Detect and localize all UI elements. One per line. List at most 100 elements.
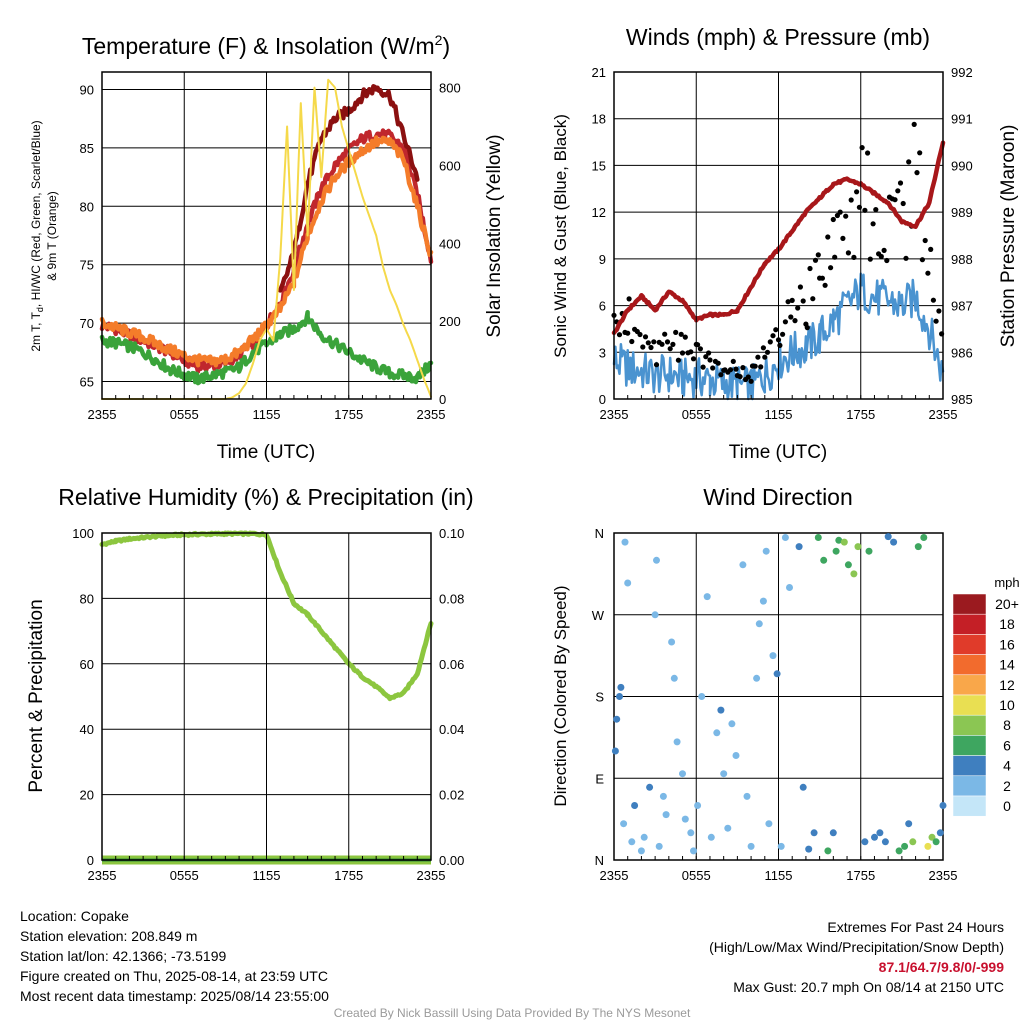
max-gust-text: Max Gust: 20.7 mph On 08/14 at 2150 UTC (733, 979, 1004, 995)
winds-gust-point (788, 314, 794, 320)
winds-gust-point (707, 357, 713, 363)
winds-gust-point (651, 339, 657, 345)
direction-point (901, 842, 909, 850)
direction-legend-swatch (952, 714, 987, 736)
direction-legend-label: 20+ (995, 596, 1019, 612)
winds-y2-tick-label: 991 (951, 112, 973, 127)
winds-gust-point (673, 329, 679, 335)
temperature-y2-tick-label: 600 (439, 158, 461, 173)
direction-point (651, 611, 659, 619)
direction-point (939, 802, 947, 809)
direction-x-tick-label: 1755 (846, 868, 875, 883)
direction-legend-label: 18 (999, 616, 1015, 632)
humidity-y-tick-label: 0 (87, 853, 94, 868)
direction-point (924, 842, 932, 850)
direction-point (687, 829, 695, 837)
direction-point (753, 674, 761, 682)
direction-point (668, 638, 676, 646)
direction-point (717, 706, 725, 714)
winds-gust-point (770, 333, 776, 339)
winds-gust-point (767, 339, 773, 345)
winds-x-tick-label: 2355 (600, 407, 629, 422)
winds-gust-point (911, 121, 917, 127)
winds-gust-point (682, 334, 688, 340)
temperature-y-tick-label: 70 (80, 316, 94, 331)
direction-legend-swatch (952, 593, 987, 615)
extremes-subtitle: (High/Low/Max Wind/Precipitation/Snow De… (709, 939, 1004, 955)
winds-gust-point (810, 296, 816, 302)
direction-point (611, 747, 619, 755)
winds-gust-point (800, 298, 806, 304)
direction-point (876, 829, 884, 837)
winds-gust-point (648, 344, 654, 351)
humidity-x-tick-label: 0555 (170, 868, 199, 883)
direction-point (747, 842, 755, 850)
direction-point (617, 683, 625, 691)
humidity-y2-tick-label: 0.08 (439, 591, 464, 606)
direction-point (679, 770, 686, 778)
direction-point (805, 845, 813, 853)
winds-gust-point (925, 270, 931, 276)
winds-gust-point (797, 284, 804, 290)
direction-legend-swatch (952, 795, 987, 817)
direction-legend-label: 14 (999, 657, 1015, 673)
humidity-y-tick-label: 20 (80, 788, 94, 803)
winds-series-station-pressure (611, 140, 946, 336)
direction-legend-swatch (952, 775, 987, 797)
winds-gust-point (752, 363, 758, 369)
direction-point (713, 729, 721, 737)
direction-point (936, 829, 944, 837)
temperature-title: Temperature (F) & Insolation (W/m2) (82, 32, 450, 59)
winds-gust-point (616, 332, 623, 338)
direction-legend-label: 0 (1003, 798, 1011, 814)
direction-legend-label: 6 (1003, 737, 1011, 753)
winds-gust-point (785, 299, 791, 305)
winds-gust-point (825, 234, 831, 240)
humidity-x-tick-label: 1755 (334, 868, 363, 883)
winds-gust-point (679, 350, 686, 356)
winds-gust-point (629, 338, 635, 345)
direction-point (871, 833, 878, 841)
winds-y-tick-label: 15 (592, 158, 606, 173)
humidity-y-label: Percent & Precipitation (26, 599, 47, 792)
humidity-x-tick-label: 2355 (88, 868, 117, 883)
winds-gust-point (884, 257, 890, 264)
winds-gust-point (881, 247, 887, 253)
extremes-title: Extremes For Past 24 Hours (827, 919, 1004, 935)
winds-gust-point (830, 216, 836, 223)
direction-legend-label: 8 (1003, 717, 1011, 733)
winds-gust-point (764, 349, 771, 355)
winds-gust-point (755, 354, 761, 360)
winds-y-label: Sonic Wind & Gust (Blue, Black) (551, 114, 570, 358)
direction-point (621, 538, 629, 546)
winds-gust-point (895, 188, 901, 194)
direction-point (861, 838, 869, 846)
direction-y-tick-label: E (595, 771, 604, 786)
direction-legend-label: 16 (999, 636, 1015, 652)
winds-gust-point (700, 364, 706, 370)
winds-grid (613, 71, 944, 400)
direction-point (762, 547, 770, 555)
winds-gust-point (688, 349, 694, 355)
direction-point (673, 738, 681, 746)
direction-point (631, 802, 639, 809)
direction-point (840, 538, 848, 546)
winds-y2-tick-label: 987 (951, 299, 973, 314)
winds-x-tick-label: 1755 (846, 407, 875, 422)
temperature-y-tick-label: 85 (80, 141, 94, 156)
winds-gust-point (662, 331, 668, 337)
direction-point (624, 579, 632, 587)
direction-legend-swatch (952, 674, 987, 696)
winds-gust-point (812, 257, 819, 263)
winds-gust-point (892, 197, 898, 203)
direction-point (662, 811, 670, 819)
direction-y-tick-label: S (595, 690, 604, 705)
winds-y2-tick-label: 990 (951, 158, 973, 173)
winds-x-tick-label: 2355 (929, 407, 958, 422)
winds-gust-point (640, 344, 646, 350)
winds-gust-point (740, 365, 746, 371)
direction-x-tick-label: 2355 (929, 868, 958, 883)
direction-point (755, 620, 763, 628)
direction-point (810, 829, 818, 837)
